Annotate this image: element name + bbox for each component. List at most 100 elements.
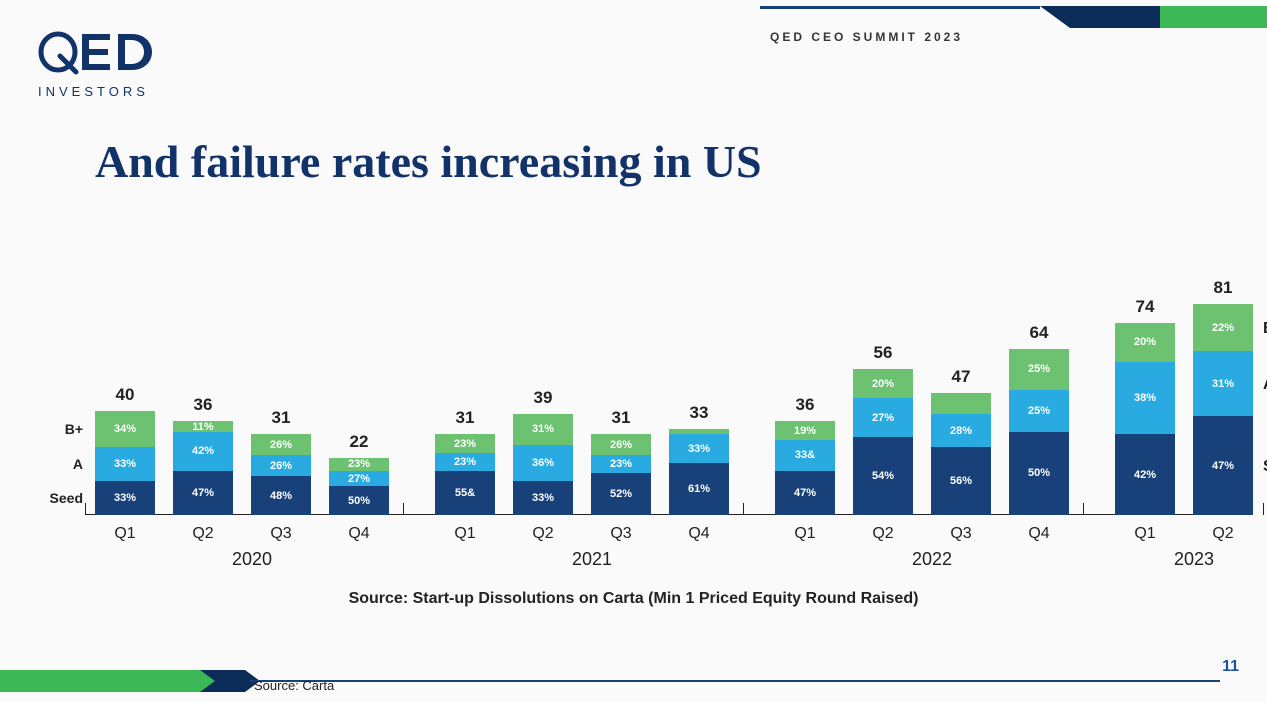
chart-bars-container: 34%33%33%40Q111%42%47%36Q226%26%48%31Q32… bbox=[85, 245, 1225, 515]
seg-seed: 48% bbox=[251, 476, 311, 515]
seg-seed: 61% bbox=[669, 463, 729, 515]
quarter-label: Q1 bbox=[775, 525, 835, 543]
logo-subtext: INVESTORS bbox=[38, 84, 198, 99]
seg-a: 25% bbox=[1009, 390, 1069, 432]
top-accent-bar bbox=[760, 6, 1267, 28]
seg-seed: 47% bbox=[173, 471, 233, 515]
qed-logo: INVESTORS bbox=[38, 30, 198, 99]
seg-bplus bbox=[931, 393, 991, 414]
seg-a: 36% bbox=[513, 445, 573, 481]
seg-a: 27% bbox=[853, 398, 913, 437]
quarter-label: Q2 bbox=[853, 525, 913, 543]
seg-bplus: 23% bbox=[435, 434, 495, 452]
year-label: 2020 bbox=[222, 549, 282, 570]
page-title: And failure rates increasing in US bbox=[95, 135, 762, 188]
seg-bplus: 34% bbox=[95, 411, 155, 447]
bar: 34%33%33% bbox=[95, 411, 155, 515]
seg-bplus: 22% bbox=[1193, 304, 1253, 351]
bar: 23%27%50% bbox=[329, 458, 389, 515]
bar: 25%25%50% bbox=[1009, 349, 1069, 515]
seg-bplus: 20% bbox=[1115, 323, 1175, 362]
seg-seed: 42% bbox=[1115, 434, 1175, 515]
quarter-label: Q4 bbox=[1009, 525, 1069, 543]
quarter-label: Q3 bbox=[591, 525, 651, 543]
bar: 20%38%42% bbox=[1115, 323, 1175, 515]
seg-bplus: 26% bbox=[591, 434, 651, 455]
bar: 26%23%52% bbox=[591, 434, 651, 515]
bar-total: 22 bbox=[329, 432, 389, 452]
seg-seed: 56% bbox=[931, 447, 991, 515]
bar-total: 33 bbox=[669, 403, 729, 423]
seg-seed: 50% bbox=[1009, 432, 1069, 515]
quarter-label: Q2 bbox=[513, 525, 573, 543]
quarter-label: Q2 bbox=[1193, 525, 1253, 543]
series-label-seed-left: Seed bbox=[45, 490, 83, 506]
bar-total: 56 bbox=[853, 343, 913, 363]
axis-tick bbox=[1263, 503, 1264, 515]
seg-a: 31% bbox=[1193, 351, 1253, 416]
seg-a: 27% bbox=[329, 471, 389, 487]
year-label: 2021 bbox=[562, 549, 622, 570]
bar: 19%33&47% bbox=[775, 421, 835, 515]
year-label: 2022 bbox=[902, 549, 962, 570]
axis-tick bbox=[743, 503, 744, 515]
seg-a: 23% bbox=[435, 453, 495, 471]
chart-source: Source: Start-up Dissolutions on Carta (… bbox=[0, 590, 1267, 608]
bottom-accent-bar: Source: Carta bbox=[0, 662, 1267, 692]
quarter-label: Q3 bbox=[251, 525, 311, 543]
bar: 33%61% bbox=[669, 429, 729, 515]
series-label-a-left: A bbox=[45, 456, 83, 472]
bar: 23%23%55& bbox=[435, 434, 495, 515]
quarter-label: Q1 bbox=[95, 525, 155, 543]
seg-seed: 50% bbox=[329, 486, 389, 515]
quarter-label: Q2 bbox=[173, 525, 233, 543]
quarter-label: Q1 bbox=[435, 525, 495, 543]
seg-a: 23% bbox=[591, 455, 651, 473]
qed-logo-icon bbox=[38, 30, 178, 82]
seg-bplus: 11% bbox=[173, 421, 233, 431]
accent-line bbox=[760, 6, 1040, 9]
axis-tick bbox=[1083, 503, 1084, 515]
seg-seed: 33% bbox=[95, 481, 155, 515]
seg-seed: 55& bbox=[435, 471, 495, 515]
bar-total: 36 bbox=[173, 395, 233, 415]
year-label: 2023 bbox=[1164, 549, 1224, 570]
bar: 31%36%33% bbox=[513, 414, 573, 515]
bar-total: 36 bbox=[775, 395, 835, 415]
axis-tick bbox=[403, 503, 404, 515]
seg-seed: 47% bbox=[775, 471, 835, 515]
slide: QED CEO SUMMIT 2023 INVESTORS And failur… bbox=[0, 0, 1267, 702]
bar: 28%56% bbox=[931, 393, 991, 515]
series-label-seed-right: Seed bbox=[1263, 458, 1267, 476]
series-label-bplus-left: B+ bbox=[45, 421, 83, 437]
failure-chart: 34%33%33%40Q111%42%47%36Q226%26%48%31Q32… bbox=[45, 245, 1245, 585]
seg-bplus: 31% bbox=[513, 414, 573, 445]
bar-total: 81 bbox=[1193, 278, 1253, 298]
bar: 11%42%47% bbox=[173, 421, 233, 515]
seg-a: 42% bbox=[173, 432, 233, 471]
summit-label: QED CEO SUMMIT 2023 bbox=[770, 30, 963, 44]
bar-total: 40 bbox=[95, 385, 155, 405]
accent-navy-block bbox=[1040, 6, 1160, 28]
seg-a: 38% bbox=[1115, 362, 1175, 435]
bar-total: 31 bbox=[591, 408, 651, 428]
seg-bplus: 23% bbox=[329, 458, 389, 471]
seg-a: 26% bbox=[251, 455, 311, 476]
bar-total: 47 bbox=[931, 367, 991, 387]
seg-seed: 54% bbox=[853, 437, 913, 515]
bar-total: 64 bbox=[1009, 323, 1069, 343]
bar-total: 74 bbox=[1115, 297, 1175, 317]
seg-bplus: 26% bbox=[251, 434, 311, 455]
accent-bottom-line bbox=[250, 680, 1220, 682]
seg-seed: 47% bbox=[1193, 416, 1253, 515]
bar-total: 31 bbox=[435, 408, 495, 428]
quarter-label: Q4 bbox=[669, 525, 729, 543]
seg-seed: 52% bbox=[591, 473, 651, 515]
quarter-label: Q1 bbox=[1115, 525, 1175, 543]
bar: 22%31%47% bbox=[1193, 304, 1253, 515]
seg-bplus: 25% bbox=[1009, 349, 1069, 391]
seg-a: 33& bbox=[775, 440, 835, 471]
quarter-label: Q4 bbox=[329, 525, 389, 543]
bar-total: 31 bbox=[251, 408, 311, 428]
seg-bplus: 19% bbox=[775, 421, 835, 439]
